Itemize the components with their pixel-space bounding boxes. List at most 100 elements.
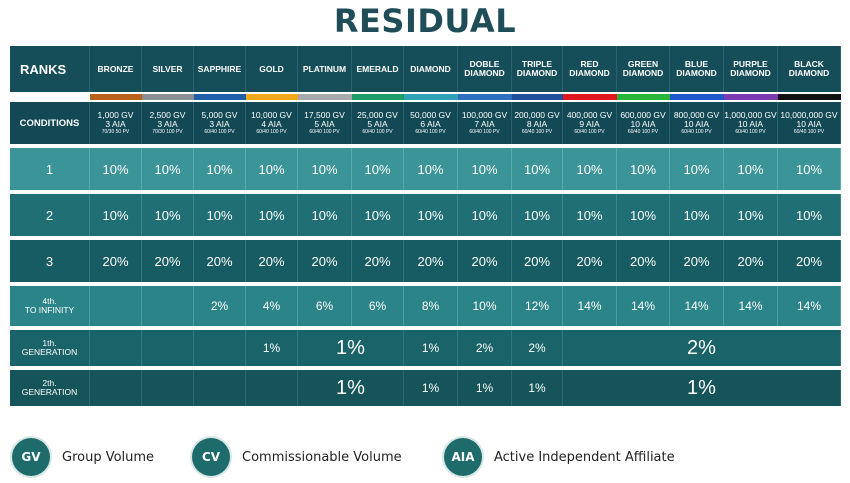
percentage-cell: 2% xyxy=(512,330,563,366)
legend-item-cv: CV Commissionable Volume xyxy=(192,437,402,477)
percentage-cell: 10% xyxy=(458,148,512,190)
generation-row: 2th. GENERATION 1% 1% 1% 1% 1% xyxy=(10,370,841,406)
empty-cell xyxy=(142,370,194,406)
percentage-cell: 20% xyxy=(352,240,404,282)
percentage-cell: 2% xyxy=(563,330,841,366)
percentage-cell: 10% xyxy=(458,286,512,326)
condition-cell: 600,000 GV 10 AIA 60/40 100 PV xyxy=(617,102,670,144)
rank-color-swatch xyxy=(194,92,246,102)
rank-color-bar xyxy=(10,92,841,102)
rank-color-swatch xyxy=(778,92,841,102)
rank-color-swatch xyxy=(512,92,563,102)
percentage-cell: 14% xyxy=(563,286,617,326)
rank-name: EMERALD xyxy=(352,46,404,92)
rank-color-swatch xyxy=(352,92,404,102)
percentage-cell: 10% xyxy=(142,148,194,190)
empty-cell xyxy=(90,330,142,366)
residual-table: RANKS BRONZE SILVER SAPPHIRE GOLD PLATIN… xyxy=(10,46,841,412)
percentage-cell: 10% xyxy=(352,148,404,190)
rank-color-swatch xyxy=(617,92,670,102)
condition-cell: 10,000,000 GV 10 AIA 60/40 100 PV xyxy=(778,102,841,144)
legend-item-gv: GV Group Volume xyxy=(12,437,154,477)
rank-color-swatch xyxy=(563,92,617,102)
percentage-cell: 1% xyxy=(298,330,404,366)
condition-cell: 200,000 GV 8 AIA 60/40 100 PV xyxy=(512,102,563,144)
percentage-cell: 10% xyxy=(90,194,142,236)
rank-name: BLACK DIAMOND xyxy=(778,46,841,92)
percentage-cell: 20% xyxy=(246,240,298,282)
rank-name: SILVER xyxy=(142,46,194,92)
rank-name: SAPPHIRE xyxy=(194,46,246,92)
percentage-cell: 10% xyxy=(778,148,841,190)
percentage-cell: 10% xyxy=(617,148,670,190)
condition-cell: 1,000,000 GV 10 AIA 60/40 100 PV xyxy=(724,102,778,144)
percentage-cell: 20% xyxy=(458,240,512,282)
condition-cell: 1,000 GV 3 AIA 70/30 50 PV xyxy=(90,102,142,144)
percentage-cell: 10% xyxy=(724,194,778,236)
percentage-cell: 10% xyxy=(617,194,670,236)
percentage-cell: 20% xyxy=(142,240,194,282)
level-row: 2 10% 10% 10% 10% 10% 10% 10% 10% 10% 10… xyxy=(10,194,841,236)
cv-badge-icon: CV xyxy=(192,438,230,476)
rank-color-swatch xyxy=(404,92,458,102)
percentage-cell: 1% xyxy=(298,370,404,406)
conditions-row: CONDITIONS 1,000 GV 3 AIA 70/30 50 PV 2,50… xyxy=(10,102,841,144)
percentage-cell: 14% xyxy=(670,286,724,326)
rank-header-row: RANKS BRONZE SILVER SAPPHIRE GOLD PLATIN… xyxy=(10,46,841,92)
empty-cell xyxy=(194,330,246,366)
level-label: 3 xyxy=(10,240,90,282)
empty-cell xyxy=(194,370,246,406)
percentage-cell: 20% xyxy=(670,240,724,282)
rank-color-swatch xyxy=(670,92,724,102)
percentage-cell: 10% xyxy=(563,148,617,190)
percentage-cell: 10% xyxy=(352,194,404,236)
percentage-cell: 2% xyxy=(194,286,246,326)
level-label: 2 xyxy=(10,194,90,236)
level-row: 3 20% 20% 20% 20% 20% 20% 20% 20% 20% 20… xyxy=(10,240,841,282)
rank-name: PURPLE DIAMOND xyxy=(724,46,778,92)
percentage-cell: 20% xyxy=(90,240,142,282)
percentage-cell: 10% xyxy=(458,194,512,236)
percentage-cell: 20% xyxy=(724,240,778,282)
percentage-cell: 10% xyxy=(670,194,724,236)
percentage-cell: 10% xyxy=(298,194,352,236)
percentage-cell: 10% xyxy=(194,148,246,190)
rank-color-swatch xyxy=(90,92,142,102)
generation-row: 1th. GENERATION 1% 1% 1% 2% 2% 2% xyxy=(10,330,841,366)
percentage-cell: 10% xyxy=(194,194,246,236)
condition-cell: 800,000 GV 10 AIA 60/40 100 PV xyxy=(670,102,724,144)
percentage-cell: 10% xyxy=(90,148,142,190)
percentage-cell: 10% xyxy=(778,194,841,236)
percentage-cell: 1% xyxy=(246,330,298,366)
percentage-cell: 20% xyxy=(512,240,563,282)
percentage-cell xyxy=(90,286,142,326)
condition-cell: 100,000 GV 7 AIA 60/40 100 PV xyxy=(458,102,512,144)
rank-name: BRONZE xyxy=(90,46,142,92)
rank-name: GOLD xyxy=(246,46,298,92)
legend-item-aia: AIA Active Independent Affiliate xyxy=(444,437,675,477)
gv-badge-icon: GV xyxy=(12,438,50,476)
percentage-cell: 10% xyxy=(298,148,352,190)
legend-label: Active Independent Affiliate xyxy=(494,449,675,465)
rank-color-swatch xyxy=(246,92,298,102)
percentage-cell: 20% xyxy=(298,240,352,282)
percentage-cell: 6% xyxy=(298,286,352,326)
generation-label: 2th. GENERATION xyxy=(10,370,90,406)
condition-cell: 50,000 GV 6 AIA 60/40 100 PV xyxy=(404,102,458,144)
percentage-cell: 14% xyxy=(724,286,778,326)
rank-name: BLUE DIAMOND xyxy=(670,46,724,92)
percentage-cell: 10% xyxy=(512,148,563,190)
percentage-cell: 4% xyxy=(246,286,298,326)
generation-label: 1th. GENERATION xyxy=(10,330,90,366)
percentage-cell xyxy=(142,286,194,326)
rank-name: DIAMOND xyxy=(404,46,458,92)
condition-cell: 25,000 GV 5 AIA 60/40 100 PV xyxy=(352,102,404,144)
percentage-cell: 12% xyxy=(512,286,563,326)
percentage-cell: 2% xyxy=(458,330,512,366)
aia-badge-icon: AIA xyxy=(444,438,482,476)
percentage-cell: 10% xyxy=(563,194,617,236)
condition-cell: 17,500 GV 5 AIA 60/40 100 PV xyxy=(298,102,352,144)
percentage-cell: 1% xyxy=(404,370,458,406)
empty-cell xyxy=(90,370,142,406)
rank-color-swatch xyxy=(724,92,778,102)
